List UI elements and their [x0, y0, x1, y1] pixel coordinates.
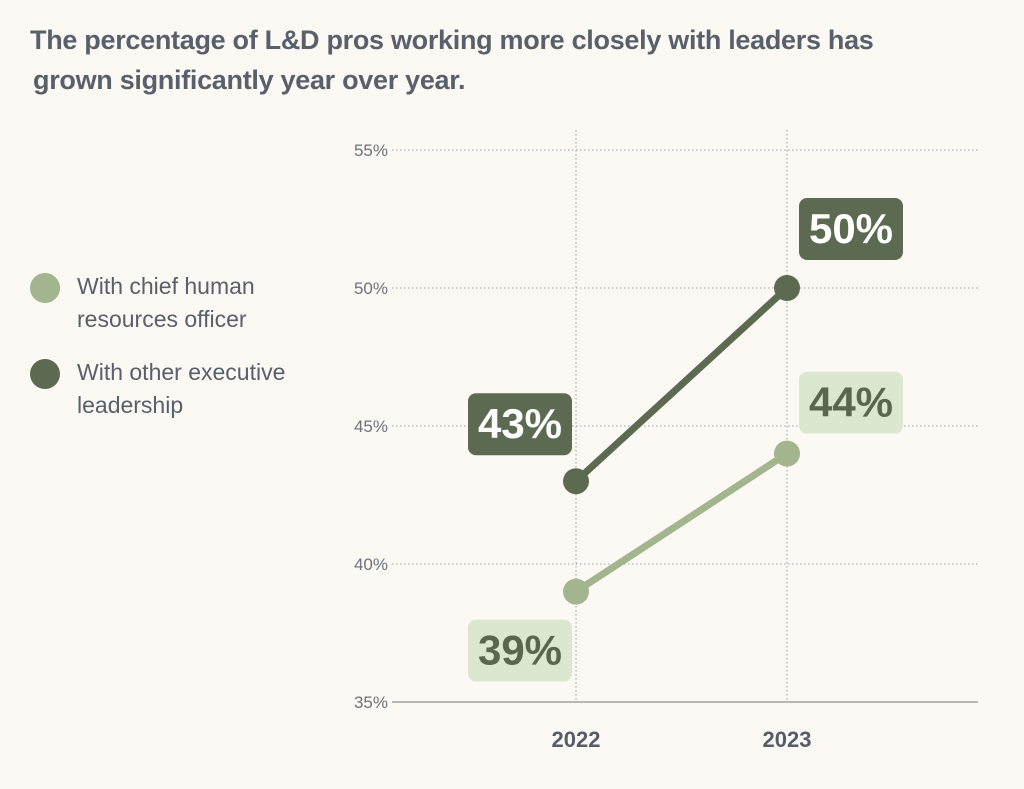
y-tick-label: 40%	[354, 555, 388, 574]
y-tick-label: 50%	[354, 279, 388, 298]
chart-title-line-1: The percentage of L&D pros working more …	[30, 25, 874, 55]
data-label-box	[799, 371, 903, 434]
legend-item-chro: With chief human resources officer	[30, 270, 330, 336]
legend-swatch-chro	[30, 273, 60, 303]
y-tick-label: 55%	[354, 141, 388, 160]
legend-label-chro: With chief human resources officer	[77, 273, 255, 332]
y-tick-label: 35%	[354, 693, 388, 712]
data-label-box	[468, 619, 572, 682]
series-line	[572, 284, 791, 485]
legend-swatch-executive	[30, 359, 60, 389]
y-tick-label: 45%	[354, 417, 388, 436]
data-label: 39%	[478, 627, 562, 674]
data-point	[774, 275, 800, 301]
series-line	[572, 450, 791, 596]
chart-legend: With chief human resources officer With …	[30, 270, 330, 442]
data-point	[774, 440, 800, 467]
data-label: 43%	[478, 400, 562, 447]
data-label: 44%	[809, 379, 893, 426]
data-point	[563, 468, 589, 495]
legend-label-executive: With other executive leadership	[77, 359, 286, 418]
x-tick-label: 2023	[763, 727, 812, 752]
x-tick-label: 2022	[552, 727, 601, 752]
data-label: 50%	[809, 205, 893, 252]
data-point	[563, 578, 589, 605]
chart-title: The percentage of L&D pros working more …	[30, 20, 930, 100]
data-label-box	[468, 393, 572, 456]
legend-item-executive: With other executive leadership	[30, 356, 330, 422]
chart-title-line-2: grown significantly year over year.	[33, 65, 466, 95]
data-label-box	[799, 198, 903, 260]
